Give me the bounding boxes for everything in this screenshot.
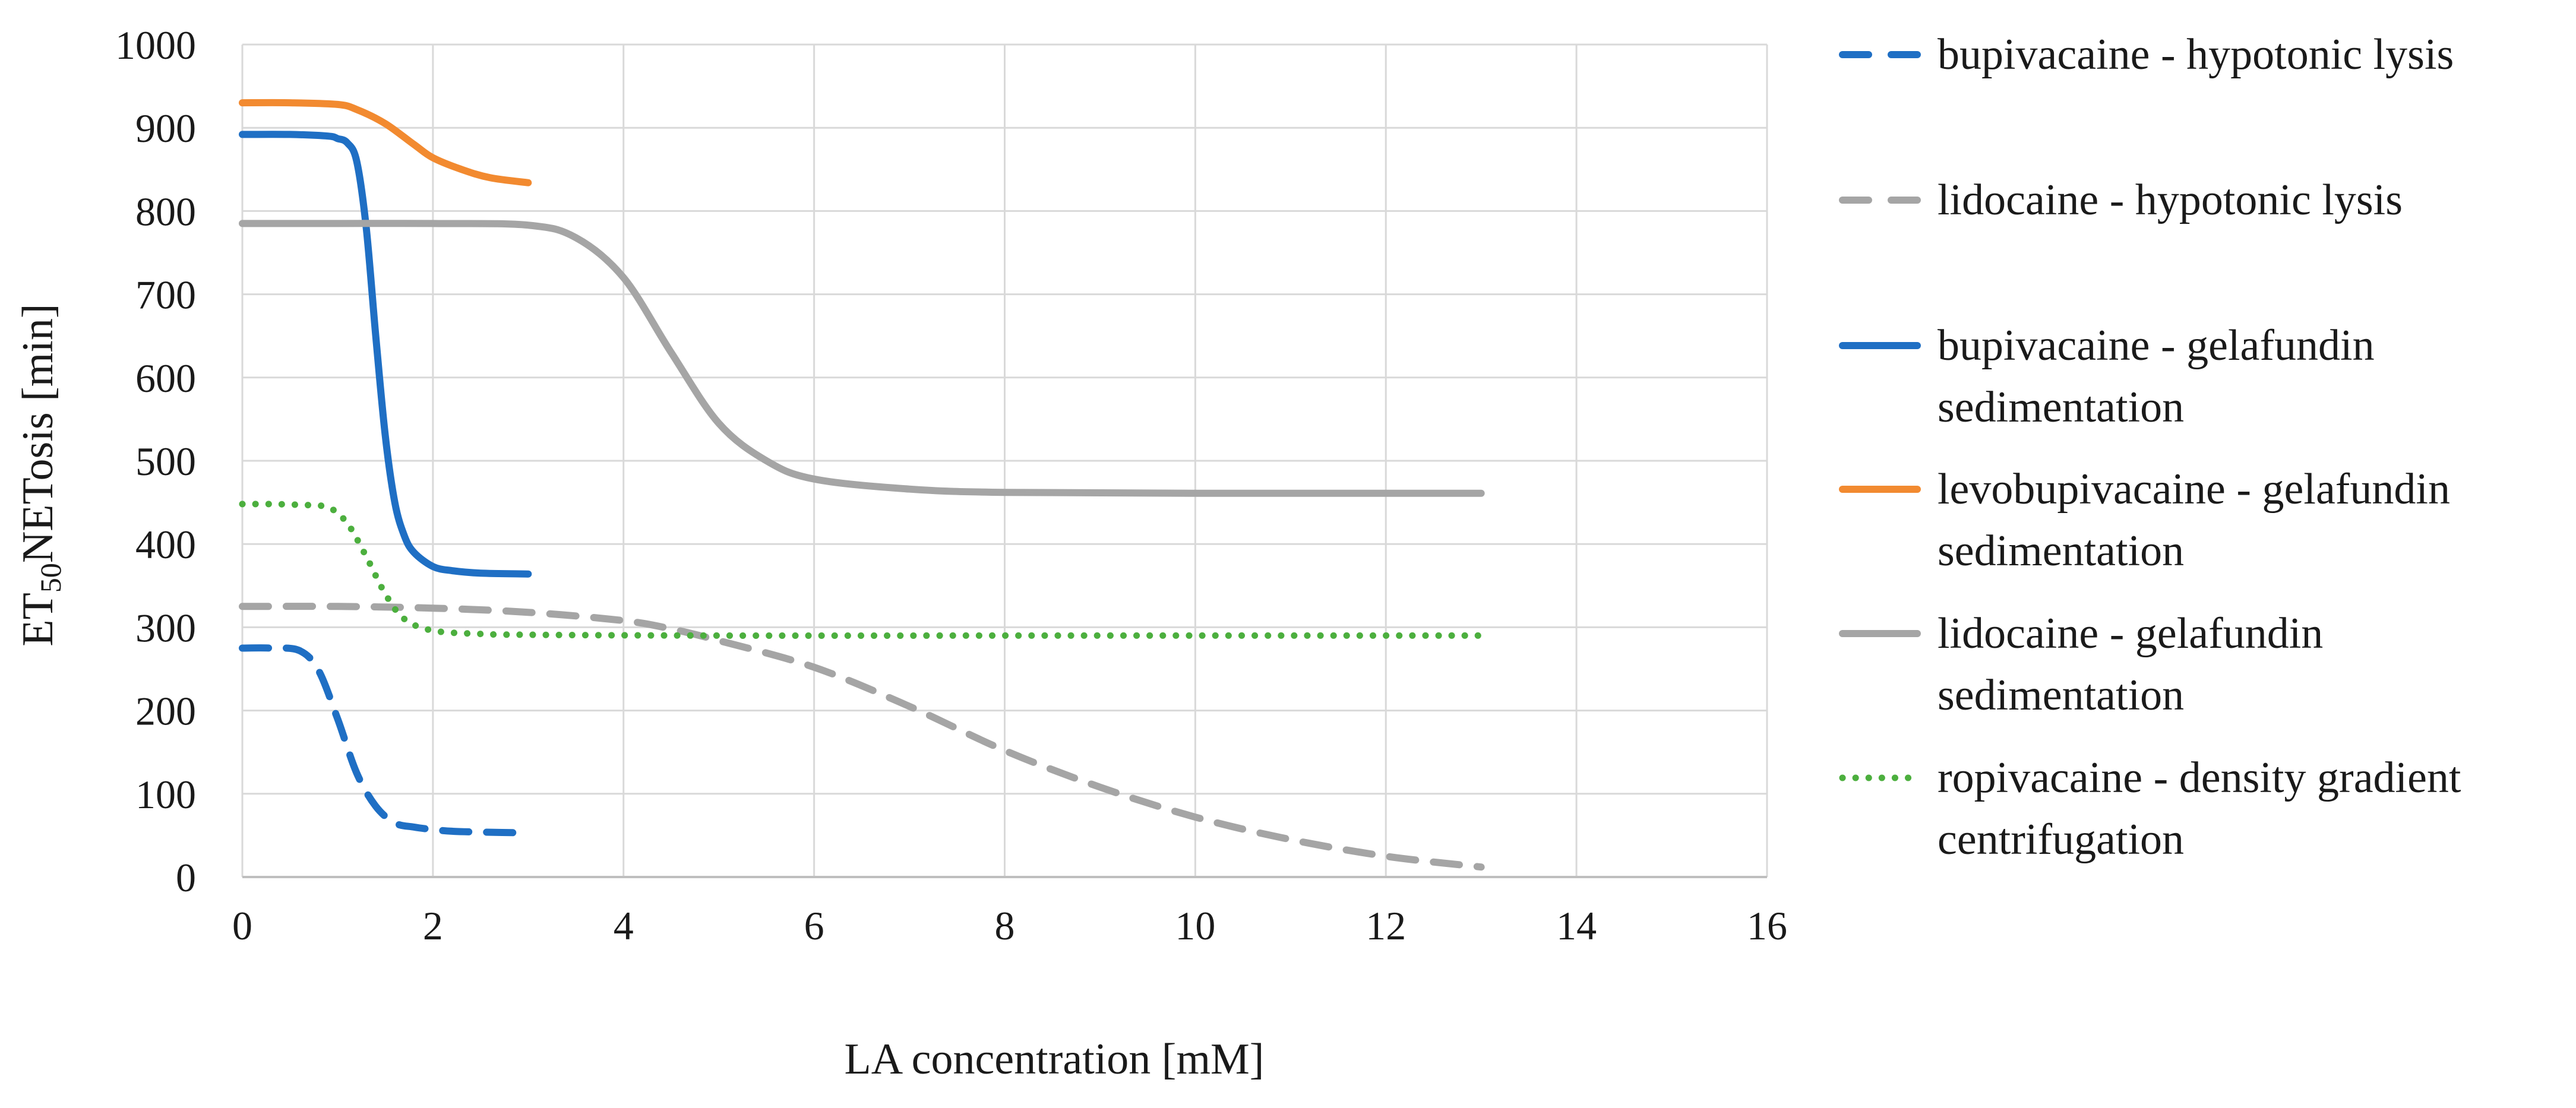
- x-tick-label: 6: [804, 903, 824, 948]
- y-tick-label: 300: [135, 605, 196, 650]
- legend-swatch: [1839, 197, 1921, 204]
- series-line-3: [239, 131, 532, 578]
- grid: [241, 43, 1768, 878]
- y-tick-labels: 0 100 200 300 400 500 600 700 800 900 1000: [115, 23, 196, 900]
- legend-label: bupivacaine - hypotonic lysis: [1937, 30, 2454, 79]
- series-line-1: [239, 644, 532, 837]
- x-tick-label: 14: [1556, 903, 1597, 948]
- x-tick-label: 8: [995, 903, 1015, 948]
- legend-swatch: [1839, 630, 1921, 637]
- y-tick-label: 400: [135, 522, 196, 567]
- legend-swatch: [1839, 486, 1921, 493]
- y-axis-label-suffix: NETosis [min]: [14, 303, 62, 563]
- x-tick-label: 10: [1175, 903, 1215, 948]
- y-axis-label-prefix: ET: [14, 593, 62, 646]
- y-tick-label: 700: [135, 273, 196, 318]
- x-tick-label: 0: [232, 903, 252, 948]
- y-tick-label: 100: [135, 772, 196, 817]
- x-tick-label: 4: [614, 903, 634, 948]
- y-tick-label: 200: [135, 689, 196, 734]
- legend-swatch: [1839, 342, 1921, 349]
- y-tick-label: 900: [135, 106, 196, 151]
- y-tick-label: 0: [176, 855, 196, 900]
- legend-label: levobupivacaine - gelafundin sedimentati…: [1937, 465, 2450, 575]
- y-axis-label: ET50NETosis [min]: [14, 303, 67, 646]
- series-line-6: [239, 501, 1485, 640]
- series-line-2: [239, 603, 1485, 871]
- x-tick-label: 2: [423, 903, 443, 948]
- legend-label: ropivacaine - density gradient centrifug…: [1937, 754, 2461, 864]
- x-tick-label: 16: [1747, 903, 1787, 948]
- series-line-4: [239, 99, 532, 186]
- x-tick-label: 12: [1366, 903, 1406, 948]
- legend-label: lidocaine - hypotonic lysis: [1937, 176, 2403, 224]
- legend-label: bupivacaine - gelafundin sedimentation: [1937, 321, 2375, 432]
- x-axis-label: LA concentration [mM]: [845, 1035, 1265, 1084]
- y-tick-label: 600: [135, 356, 196, 401]
- legend-swatch: [1839, 51, 1921, 58]
- series-line-5: [239, 220, 1485, 497]
- x-tick-labels: 0 2 4 6 8 10 12 14 16: [232, 903, 1787, 948]
- y-tick-label: 800: [135, 189, 196, 234]
- legend-label: lidocaine - gelafundin sedimentation: [1937, 609, 2324, 720]
- y-axis-label-subscript: 50: [34, 563, 67, 593]
- legend-swatch: [1839, 774, 1921, 781]
- y-tick-label: 500: [135, 439, 196, 484]
- series-lines: [239, 99, 1485, 871]
- y-tick-label: 1000: [115, 23, 196, 68]
